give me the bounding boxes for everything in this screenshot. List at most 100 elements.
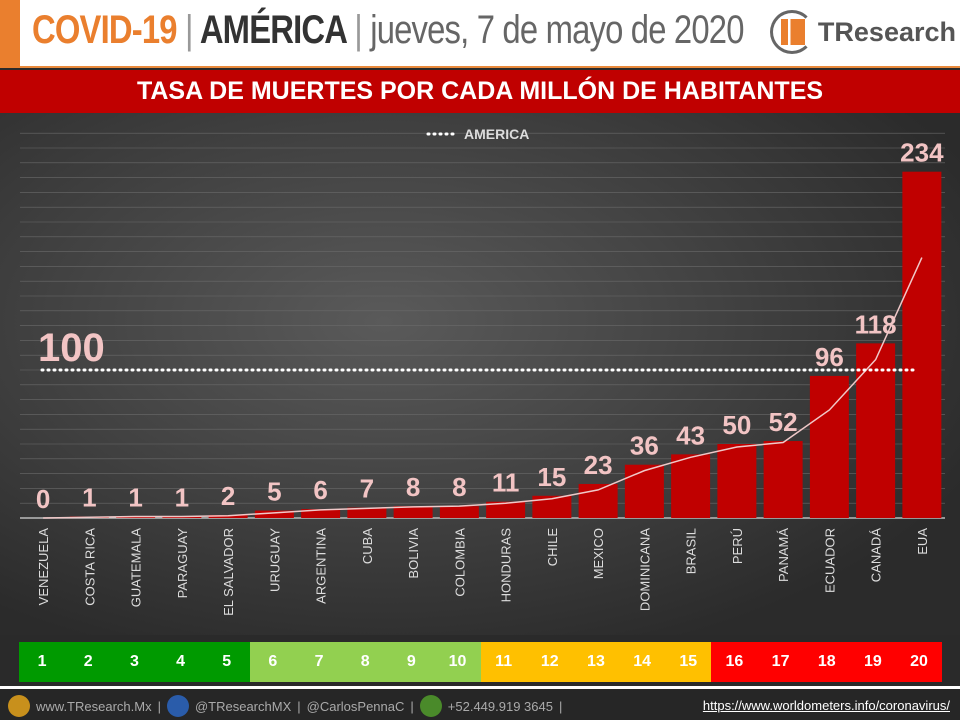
data-label: 5 xyxy=(267,477,281,507)
bar xyxy=(301,509,341,518)
rank-cell: 12 xyxy=(526,642,573,682)
rank-cell: 5 xyxy=(203,642,250,682)
bar xyxy=(254,510,294,518)
bar xyxy=(486,501,526,518)
bar xyxy=(532,495,572,518)
rank-cell: 3 xyxy=(111,642,158,682)
category-label: CUBA xyxy=(360,528,375,564)
data-label: 52 xyxy=(769,407,798,437)
data-label: 43 xyxy=(676,420,705,450)
category-label: DOMINICANA xyxy=(637,528,652,611)
title-separator: | xyxy=(354,8,363,52)
data-label: 2 xyxy=(221,481,235,511)
phone-number: +52.449.919 3645 xyxy=(447,698,553,714)
category-label: URUGUAY xyxy=(267,528,282,592)
category-label: COLOMBIA xyxy=(452,528,467,597)
category-label: BRASIL xyxy=(684,528,699,574)
logo-icon xyxy=(769,10,814,54)
data-label: 8 xyxy=(452,472,466,502)
title-region: AMÉRICA xyxy=(199,8,347,52)
rank-cell: 8 xyxy=(342,642,389,682)
bar xyxy=(624,464,664,518)
data-label: 96 xyxy=(815,342,844,372)
page-title: COVID-19 | AMÉRICA | jueves, 7 de mayo d… xyxy=(32,8,744,53)
category-label: EL SALVADOR xyxy=(221,528,236,616)
bar xyxy=(809,375,849,518)
rank-cell: 15 xyxy=(665,642,712,682)
category-label: PERÚ xyxy=(730,528,745,564)
data-label: 15 xyxy=(537,462,566,492)
rank-strip: 1 2 3 4 5 6 7 8 9 10 11 12 13 14 15 16 17 18 19 20 xyxy=(19,642,943,682)
tresearch-logo: TResearch xyxy=(765,10,956,54)
rank-cell: 10 xyxy=(434,642,481,682)
logo-text: TResearch xyxy=(817,16,956,47)
trend-line xyxy=(43,257,923,519)
rank-cell: 18 xyxy=(803,642,850,682)
bar xyxy=(902,171,942,518)
rank-cell: 6 xyxy=(249,642,296,682)
chart-area: 0 1 1 1 2 5 6 7 8 8 11 15 23 36 43 50 52 96 118 234 VENEZUE… xyxy=(0,113,960,635)
rank-cell: 4 xyxy=(157,642,204,682)
twitter-handle[interactable]: @TResearchMX xyxy=(194,698,292,714)
twitter-icon xyxy=(166,695,189,717)
category-label: ECUADOR xyxy=(822,528,837,593)
bar xyxy=(347,507,387,518)
category-label: EUA xyxy=(915,528,930,555)
bar xyxy=(393,506,433,518)
bar xyxy=(763,441,803,518)
bar xyxy=(856,343,896,518)
bar xyxy=(439,506,479,518)
category-label: BOLIVIA xyxy=(406,528,421,579)
legend-label: AMERICA xyxy=(464,126,529,142)
rank-cell: 2 xyxy=(65,642,112,682)
category-label: COSTA RICA xyxy=(82,528,97,606)
category-label: HONDURAS xyxy=(499,528,514,603)
category-label: CANADÁ xyxy=(869,528,884,583)
rank-cell: 1 xyxy=(19,642,66,682)
title-date: jueves, 7 de mayo de 2020 xyxy=(370,8,744,52)
data-label: 6 xyxy=(313,475,327,505)
rank-cell: 7 xyxy=(295,642,343,682)
data-label: 1 xyxy=(82,483,96,513)
data-label: 50 xyxy=(722,410,751,440)
data-label: 1 xyxy=(128,483,142,513)
rank-cell: 14 xyxy=(619,642,666,682)
data-label: 7 xyxy=(360,474,374,504)
data-label: 234 xyxy=(900,138,944,168)
chart-title: TASA DE MUERTES POR CADA MILLÓN DE HABIT… xyxy=(0,70,960,113)
footer: www.TResearch.Mx | @TResearchMX | @CarlosP… xyxy=(0,686,960,720)
data-label: 36 xyxy=(630,431,659,461)
category-label: MEXICO xyxy=(591,528,606,579)
globe-icon xyxy=(8,695,30,717)
header: COVID-19 | AMÉRICA | jueves, 7 de mayo d… xyxy=(0,0,960,68)
category-label: CHILE xyxy=(545,528,560,567)
title-separator: | xyxy=(185,8,194,52)
data-label: 23 xyxy=(584,450,613,480)
data-label: 8 xyxy=(406,472,420,502)
source-link[interactable]: https://www.worldometers.info/coronaviru… xyxy=(702,698,950,713)
category-label: PARAGUAY xyxy=(175,528,190,599)
category-label: PANAMÁ xyxy=(776,528,791,582)
website-link[interactable]: www.TResearch.Mx xyxy=(36,698,152,714)
rank-cell: 13 xyxy=(572,642,620,682)
bar xyxy=(578,483,618,518)
title-covid: COVID-19 xyxy=(32,8,178,52)
rank-cell: 16 xyxy=(711,642,758,682)
rank-cell: 9 xyxy=(388,642,435,682)
bar xyxy=(717,444,757,518)
header-accent xyxy=(0,0,20,68)
rank-cell: 17 xyxy=(757,642,804,682)
rank-cell: 11 xyxy=(480,642,527,682)
bar xyxy=(671,454,711,518)
category-label: GUATEMALA xyxy=(129,528,144,608)
data-label: 1 xyxy=(175,483,189,513)
category-label: ARGENTINA xyxy=(314,528,329,604)
category-label: VENEZUELA xyxy=(36,528,51,606)
twitter-handle-2[interactable]: @CarlosPennaC xyxy=(306,698,405,714)
data-label: 11 xyxy=(492,468,520,498)
whatsapp-icon xyxy=(419,695,442,717)
data-label: 0 xyxy=(36,484,50,514)
rank-cell: 20 xyxy=(895,642,943,682)
reference-label: 100 xyxy=(38,326,105,370)
